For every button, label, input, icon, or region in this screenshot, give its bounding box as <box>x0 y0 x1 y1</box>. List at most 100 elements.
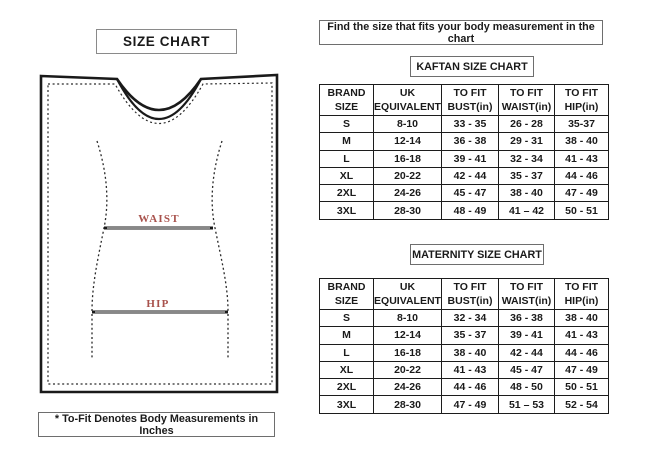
table-cell: 47 - 49 <box>554 360 609 380</box>
table-row: 3XL 28-30 47 - 49 51 – 53 52 - 54 <box>319 395 609 414</box>
table-cell: 33 - 35 <box>441 114 499 134</box>
footnote: * To-Fit Denotes Body Measurements in In… <box>38 412 275 437</box>
table-row: L 16-18 38 - 40 42 - 44 44 - 46 <box>319 343 609 362</box>
table-cell: L <box>319 343 374 362</box>
body-silhouette-right <box>211 140 229 312</box>
table-cell: 36 - 38 <box>498 308 555 328</box>
column-header: TO FIT BUST(in) <box>441 84 499 116</box>
column-header: TO FIT WAIST(in) <box>498 84 555 116</box>
table-cell: 24-26 <box>373 378 442 397</box>
neckline-curve <box>116 78 202 120</box>
header-row: BRAND SIZE UK EQUIVALENT TO FIT BUST(in) TO… <box>319 84 609 116</box>
column-header: TO FIT BUST(in) <box>441 278 499 310</box>
table-cell: XL <box>319 360 374 380</box>
table-cell: 2XL <box>319 184 374 203</box>
table-row: S 8-10 33 - 35 26 - 28 35-37 <box>319 114 609 134</box>
table-cell: S <box>319 114 374 134</box>
table-cell: 16-18 <box>373 343 442 362</box>
table-row: M 12-14 35 - 37 39 - 41 41 - 43 <box>319 326 609 345</box>
kaftan-outline <box>39 73 279 394</box>
table-cell: 35 - 37 <box>441 326 499 345</box>
table-cell: 38 - 40 <box>441 343 499 362</box>
instruction-banner: Find the size that fits your body measur… <box>319 20 603 45</box>
table-cell: 45 - 47 <box>441 184 499 203</box>
table-cell: 3XL <box>319 201 374 220</box>
page-title: SIZE CHART <box>96 29 237 54</box>
table-cell: 45 - 47 <box>498 360 555 380</box>
column-header: TO FIT HIP(in) <box>554 278 609 310</box>
table-cell: 20-22 <box>373 166 442 186</box>
table-cell: 41 - 43 <box>554 149 609 168</box>
table-cell: 47 - 49 <box>441 395 499 414</box>
table-row: 2XL 24-26 44 - 46 48 - 50 50 - 51 <box>319 378 609 397</box>
table-cell: 39 - 41 <box>498 326 555 345</box>
table-cell: L <box>319 149 374 168</box>
table-cell: 50 - 51 <box>554 378 609 397</box>
header-row: BRAND SIZE UK EQUIVALENT TO FIT BUST(in) TO… <box>319 278 609 310</box>
table-cell: 35-37 <box>554 114 609 134</box>
table-cell: M <box>319 326 374 345</box>
table-cell: 36 - 38 <box>441 132 499 151</box>
table-cell: 16-18 <box>373 149 442 168</box>
page-title-label: SIZE CHART <box>123 34 210 49</box>
table-cell: 50 - 51 <box>554 201 609 220</box>
table-cell: 44 - 46 <box>441 378 499 397</box>
table-cell: XL <box>319 166 374 186</box>
instruction-label: Find the size that fits your body measur… <box>327 20 595 45</box>
table-row: 3XL 28-30 48 - 49 41 – 42 50 - 51 <box>319 201 609 220</box>
table-cell: 52 - 54 <box>554 395 609 414</box>
table-cell: S <box>319 308 374 328</box>
table-cell: 3XL <box>319 395 374 414</box>
body-silhouette-left <box>91 140 108 312</box>
table-cell: 51 – 53 <box>498 395 555 414</box>
kaftan-table-title-label: KAFTAN SIZE CHART <box>416 60 528 73</box>
table-cell: 42 - 44 <box>498 343 555 362</box>
kaftan-table-title: KAFTAN SIZE CHART <box>410 56 534 77</box>
hip-label: HIP <box>146 298 169 310</box>
maternity-table-title-label: MATERNITY SIZE CHART <box>412 248 542 261</box>
column-header: BRAND SIZE <box>319 84 374 116</box>
table-cell: 32 - 34 <box>498 149 555 168</box>
column-header: UK EQUIVALENT <box>373 84 442 116</box>
table-cell: 48 - 49 <box>441 201 499 220</box>
table-cell: 41 - 43 <box>441 360 499 380</box>
table-row: S 8-10 32 - 34 36 - 38 38 - 40 <box>319 308 609 328</box>
table-cell: 47 - 49 <box>554 184 609 203</box>
table-row: XL 20-22 41 - 43 45 - 47 47 - 49 <box>319 360 609 380</box>
table-cell: 28-30 <box>373 395 442 414</box>
table-cell: 8-10 <box>373 308 442 328</box>
column-header: TO FIT WAIST(in) <box>498 278 555 310</box>
table-cell: 41 - 43 <box>554 326 609 345</box>
maternity-size-table: BRAND SIZE UK EQUIVALENT TO FIT BUST(in) TO… <box>319 278 609 414</box>
table-cell: 38 - 40 <box>554 308 609 328</box>
table-cell: 29 - 31 <box>498 132 555 151</box>
table-cell: 44 - 46 <box>554 166 609 186</box>
table-cell: 24-26 <box>373 184 442 203</box>
table-cell: 44 - 46 <box>554 343 609 362</box>
table-cell: 35 - 37 <box>498 166 555 186</box>
waist-label: WAIST <box>138 213 179 225</box>
table-cell: 12-14 <box>373 326 442 345</box>
table-cell: 2XL <box>319 378 374 397</box>
maternity-table-title: MATERNITY SIZE CHART <box>410 244 544 265</box>
table-row: L 16-18 39 - 41 32 - 34 41 - 43 <box>319 149 609 168</box>
table-cell: 28-30 <box>373 201 442 220</box>
footnote-label: * To-Fit Denotes Body Measurements in In… <box>54 412 259 437</box>
table-row: M 12-14 36 - 38 29 - 31 38 - 40 <box>319 132 609 151</box>
column-header: UK EQUIVALENT <box>373 278 442 310</box>
table-cell: 20-22 <box>373 360 442 380</box>
table-cell: M <box>319 132 374 151</box>
table-cell: 39 - 41 <box>441 149 499 168</box>
column-header: TO FIT HIP(in) <box>554 84 609 116</box>
table-row: 2XL 24-26 45 - 47 38 - 40 47 - 49 <box>319 184 609 203</box>
table-cell: 12-14 <box>373 132 442 151</box>
stitch-line <box>47 82 273 385</box>
kaftan-diagram: WAIST HIP <box>39 73 279 394</box>
table-row: XL 20-22 42 - 44 35 - 37 44 - 46 <box>319 166 609 186</box>
table-cell: 42 - 44 <box>441 166 499 186</box>
table-cell: 38 - 40 <box>554 132 609 151</box>
table-cell: 26 - 28 <box>498 114 555 134</box>
table-cell: 8-10 <box>373 114 442 134</box>
column-header: BRAND SIZE <box>319 278 374 310</box>
